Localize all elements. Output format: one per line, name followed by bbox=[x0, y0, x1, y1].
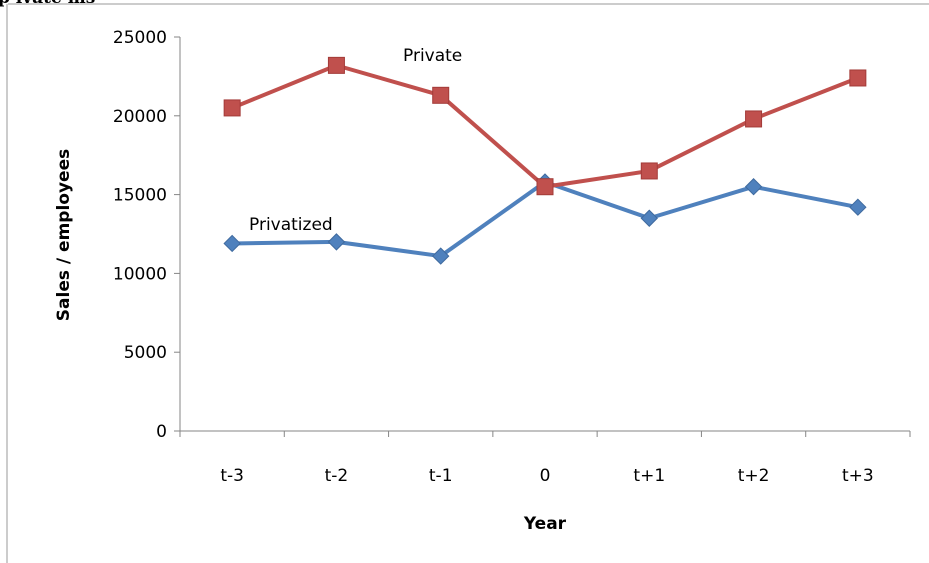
data-point-private bbox=[223, 99, 241, 117]
series-private bbox=[223, 56, 867, 196]
y-tick-label: 5000 bbox=[124, 343, 167, 363]
series-label-private: Private bbox=[403, 46, 462, 66]
x-tick-label: t-3 bbox=[220, 466, 244, 486]
x-axis-title: Year bbox=[523, 514, 567, 534]
y-tick-label: 0 bbox=[156, 422, 167, 442]
data-point-privatized bbox=[223, 234, 241, 253]
series-line-private bbox=[231, 63, 859, 189]
series-label-privatized: Privatized bbox=[249, 215, 333, 235]
y-axis-title: Sales / employees bbox=[54, 149, 74, 321]
y-tick-label: 25000 bbox=[113, 28, 167, 48]
data-point-privatized bbox=[849, 198, 867, 216]
data-point-privatized bbox=[744, 178, 763, 196]
x-tick-label: t+2 bbox=[738, 466, 770, 486]
data-point-private bbox=[536, 178, 554, 196]
data-point-private bbox=[432, 86, 450, 104]
axes: 0 5000 10000 15000 20000 25000 t-3 t-2 t-1 0 t+1 t+… bbox=[113, 28, 911, 486]
header-fragment: p ivate ms bbox=[0, 0, 95, 8]
y-tick-label: 20000 bbox=[113, 107, 167, 127]
x-tick-label: t-2 bbox=[325, 466, 349, 486]
data-point-private bbox=[745, 110, 763, 128]
series-layer bbox=[223, 56, 867, 265]
data-point-private bbox=[849, 69, 867, 87]
y-tick-label: 15000 bbox=[113, 186, 167, 206]
data-point-private bbox=[327, 56, 345, 74]
y-tick-label: 10000 bbox=[113, 264, 167, 284]
data-point-privatized bbox=[640, 209, 658, 227]
x-tick-label: t-1 bbox=[429, 466, 453, 486]
x-tick-label: t+1 bbox=[633, 466, 665, 486]
data-point-privatized bbox=[327, 233, 346, 251]
x-tick-label: t+3 bbox=[842, 466, 874, 486]
x-tick-label: 0 bbox=[540, 466, 551, 486]
data-point-private bbox=[640, 162, 658, 180]
data-point-privatized bbox=[432, 247, 450, 265]
